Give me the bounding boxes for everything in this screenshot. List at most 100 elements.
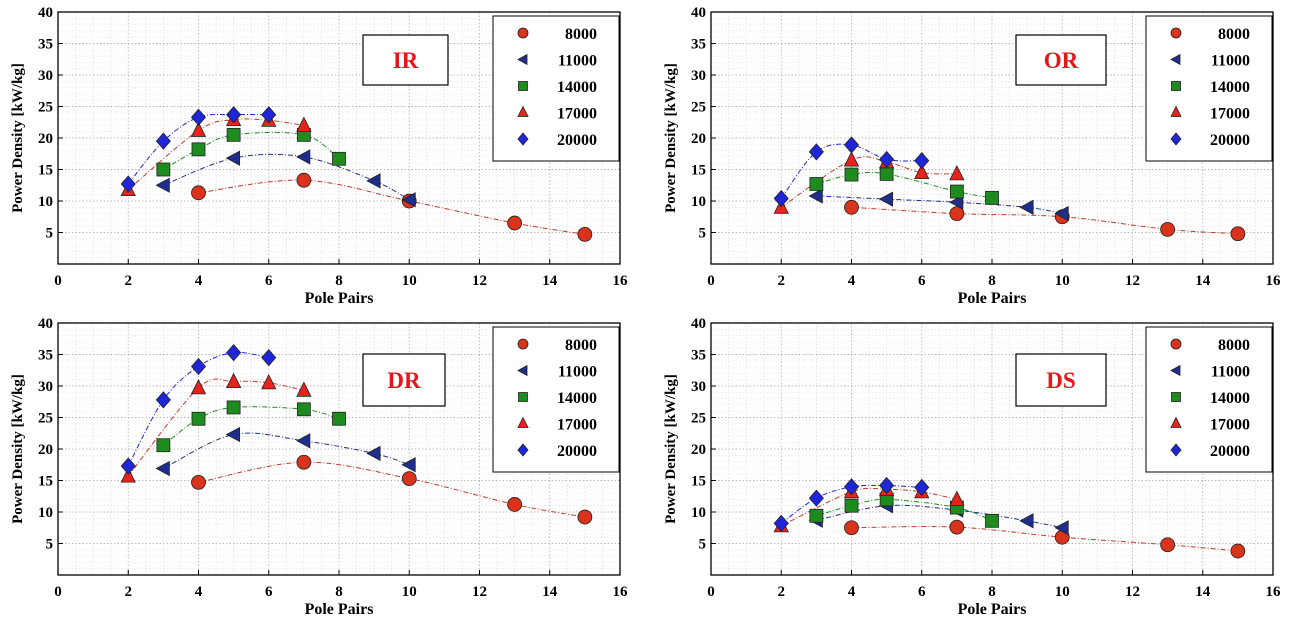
- data-point-14000: [156, 438, 171, 453]
- data-point-11000: [225, 426, 241, 443]
- data-point-11000: [1019, 513, 1034, 529]
- y-tick-label: 20: [38, 442, 53, 458]
- legend-label: 11000: [1211, 53, 1250, 70]
- data-point-14000: [985, 513, 999, 528]
- y-tick-label: 35: [691, 348, 706, 364]
- data-point-20000: [914, 478, 930, 497]
- x-tick-label: 8: [335, 273, 343, 289]
- y-tick-label: 30: [38, 68, 53, 84]
- x-tick-label: 16: [613, 584, 629, 600]
- data-point-14000: [296, 402, 311, 417]
- data-point-14000: [226, 127, 241, 142]
- x-tick-label: 12: [472, 584, 487, 600]
- y-tick-label: 40: [691, 316, 706, 332]
- data-point-8000: [577, 226, 593, 242]
- y-tick-label: 35: [38, 37, 53, 53]
- chart-title: DS: [1046, 368, 1075, 393]
- y-tick-label: 40: [691, 5, 706, 21]
- y-tick-label: 30: [691, 379, 706, 395]
- y-tick-label: 35: [38, 348, 53, 364]
- y-tick-label: 10: [691, 194, 706, 210]
- x-tick-label: 0: [707, 584, 715, 600]
- x-tick-label: 6: [918, 273, 926, 289]
- data-point-14000: [844, 167, 859, 182]
- data-point-20000: [120, 175, 136, 193]
- x-tick-label: 2: [125, 273, 133, 289]
- x-axis-label: Pole Pairs: [958, 290, 1027, 307]
- y-tick-label: 25: [691, 100, 706, 116]
- y-tick-label: 30: [691, 68, 706, 84]
- data-point-17000: [949, 490, 965, 506]
- y-axis-label: Power Density [kW/kg]: [10, 374, 26, 524]
- data-point-8000: [577, 509, 593, 525]
- legend-box: [492, 15, 620, 162]
- data-point-8000: [949, 519, 965, 535]
- y-tick-label: 10: [38, 505, 53, 521]
- x-tick-label: 12: [472, 273, 487, 289]
- legend-marker-14000: [518, 392, 528, 402]
- data-point-17000: [120, 467, 136, 483]
- legend-label: 11000: [558, 364, 597, 381]
- chart-panel-ds: 0 2 4 6 8 10 12 14 16 5 10 15 20 25 30 35 40 Pole Pairs Po…: [663, 316, 1281, 618]
- legend: 8000 11000 14000 17000 20000: [1145, 326, 1273, 473]
- chart-title: OR: [1044, 48, 1079, 73]
- data-point-17000: [296, 381, 312, 397]
- data-point-11000: [1054, 205, 1069, 222]
- chart-panel-dr: 0 2 4 6 8 10 12 14 16 5 10 15 20 25 30 35 40 Pole Pairs Po…: [10, 316, 628, 618]
- y-tick-label: 5: [699, 537, 707, 553]
- y-axis-label: Power Density [kW/kg]: [663, 374, 679, 524]
- data-point-17000: [949, 165, 965, 181]
- y-tick-label: 10: [38, 194, 53, 210]
- legend: 8000 11000 14000 17000 20000: [492, 326, 620, 473]
- legend-label: 17000: [557, 417, 597, 434]
- data-point-11000: [808, 188, 823, 204]
- y-tick-label: 15: [691, 474, 706, 490]
- legend-label: 20000: [557, 132, 597, 149]
- data-point-11000: [155, 460, 170, 477]
- x-tick-label: 2: [778, 273, 786, 289]
- data-point-20000: [261, 349, 277, 367]
- x-tick-label: 10: [402, 273, 417, 289]
- x-tick-label: 6: [265, 273, 273, 289]
- legend-label: 14000: [1210, 390, 1250, 407]
- legend-marker-11000: [1170, 364, 1181, 377]
- legend-marker-14000: [518, 81, 528, 91]
- data-point-11000: [878, 191, 894, 207]
- legend-marker-17000: [1170, 105, 1182, 117]
- x-tick-label: 4: [848, 273, 856, 289]
- x-tick-label: 4: [195, 584, 203, 600]
- legend-label: 8000: [1218, 26, 1250, 43]
- data-point-8000: [296, 172, 312, 188]
- data-point-14000: [191, 411, 206, 426]
- chart-title: DR: [387, 368, 421, 393]
- legend-marker-8000: [1170, 27, 1182, 39]
- legend-marker-8000: [1170, 338, 1182, 350]
- data-point-20000: [773, 514, 789, 532]
- data-point-20000: [808, 143, 824, 161]
- x-tick-label: 0: [707, 273, 715, 289]
- data-point-11000: [401, 192, 416, 208]
- data-point-11000: [296, 149, 311, 165]
- data-point-14000: [191, 142, 206, 157]
- x-tick-label: 8: [988, 273, 996, 289]
- x-tick-label: 6: [265, 584, 273, 600]
- legend-box: [492, 326, 620, 473]
- x-tick-label: 14: [1195, 273, 1211, 289]
- x-tick-label: 14: [1195, 584, 1211, 600]
- legend: 8000 11000 14000 17000 20000: [492, 15, 620, 162]
- y-tick-label: 30: [38, 379, 53, 395]
- data-point-8000: [507, 215, 523, 231]
- legend-marker-20000: [517, 132, 529, 146]
- x-tick-label: 4: [848, 584, 856, 600]
- data-point-14000: [879, 167, 894, 181]
- legend-label: 17000: [557, 106, 597, 123]
- data-point-20000: [155, 132, 171, 150]
- x-tick-label: 16: [613, 273, 629, 289]
- data-point-11000: [366, 173, 381, 189]
- x-tick-label: 14: [542, 584, 558, 600]
- data-point-11000: [225, 150, 241, 166]
- title-box: [1015, 353, 1107, 407]
- legend-label: 20000: [1210, 132, 1250, 149]
- y-tick-label: 15: [38, 474, 53, 490]
- data-point-20000: [120, 457, 136, 475]
